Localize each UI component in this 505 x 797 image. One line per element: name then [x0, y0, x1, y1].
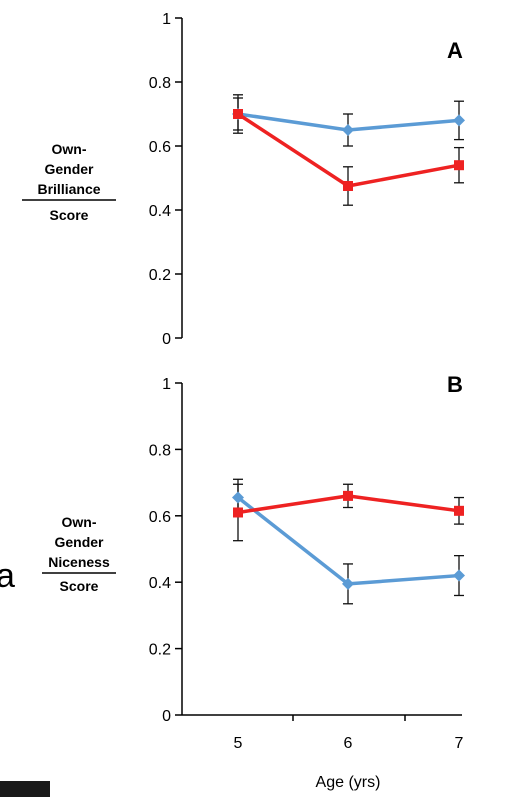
panel-b-plot-area: 0 0.2 0.4 0.6 0.8 1 5 6 7 — [149, 376, 465, 752]
panel-b-series-0-point-0 — [232, 491, 244, 504]
panel-a-y-label-line-1: Own- — [52, 141, 87, 157]
panel-a-y-tick-label-5: 1 — [162, 11, 171, 28]
panel-b-x-tick-label-0: 5 — [234, 735, 243, 752]
panel-b-x-tick-label-2: 7 — [455, 735, 464, 752]
panel-b-y-label-line-2: Gender — [54, 534, 104, 550]
panel-b-series-1-point-1 — [343, 490, 353, 501]
x-axis-label: Age (yrs) — [316, 774, 381, 791]
panel-b-y-tick-label-2: 0.4 — [149, 575, 171, 592]
panel-b-y-label-line-3: Niceness — [48, 554, 110, 570]
panel-a-y-tick-label-0: 0 — [162, 331, 171, 348]
stray-glyph: a — [0, 557, 15, 595]
panel-a-y-tick-label-4: 0.8 — [149, 75, 171, 92]
panel-a-y-tick-label-3: 0.6 — [149, 139, 171, 156]
panel-b-y-tick-label-4: 0.8 — [149, 442, 171, 459]
panel-b-y-label-line-1: Own- — [62, 514, 97, 530]
panel-a-series-1-point-1 — [343, 181, 353, 191]
panel-b-y-tick-label-1: 0.2 — [149, 642, 171, 659]
panel-b: B Own- Gender Niceness Score 00.20.40.60… — [42, 372, 465, 791]
panel-a-series-1-point-2 — [454, 160, 464, 171]
panel-b-x-tick-label-1: 6 — [344, 735, 353, 752]
panel-b-y-tick-label-3: 0.6 — [149, 509, 171, 526]
panel-a-plot-area: 0 0.2 0.4 0.6 0.8 1 — [149, 11, 465, 348]
panel-a-y-tick-label-1: 0.2 — [149, 267, 171, 284]
panel-b-series-0-point-2 — [453, 569, 465, 582]
panel-b-y-axis-label: Own- Gender Niceness Score — [42, 514, 116, 594]
panel-a-y-axis-label: Own- Gender Brilliance Score — [22, 141, 116, 223]
panel-a-y-label-line-3: Brilliance — [37, 181, 100, 197]
panel-b-y-tick-label-5: 1 — [162, 376, 171, 393]
panel-a-series-0-point-1 — [342, 124, 354, 136]
panel-a-y-label-line-4: Score — [50, 207, 89, 223]
panel-b-letter: B — [447, 372, 463, 397]
panel-a-series-0-point-2 — [453, 114, 465, 127]
panel-a-y-tick-label-2: 0.4 — [149, 203, 171, 220]
panel-a-y-label-line-2: Gender — [44, 161, 94, 177]
corner-block — [0, 781, 50, 797]
panel-a: A Own- Gender Brilliance Score 0 0.2 0.4 0.… — [22, 11, 465, 348]
panel-b-y-tick-label-0: 0 — [162, 708, 171, 725]
panel-b-series-1-point-0 — [233, 507, 243, 518]
panel-b-y-label-line-4: Score — [60, 578, 99, 594]
panel-b-series-1-point-2 — [454, 505, 464, 516]
panel-a-series-1-point-0 — [233, 109, 243, 119]
panel-b-series-0-point-1 — [342, 577, 354, 590]
panel-a-letter: A — [447, 38, 463, 63]
